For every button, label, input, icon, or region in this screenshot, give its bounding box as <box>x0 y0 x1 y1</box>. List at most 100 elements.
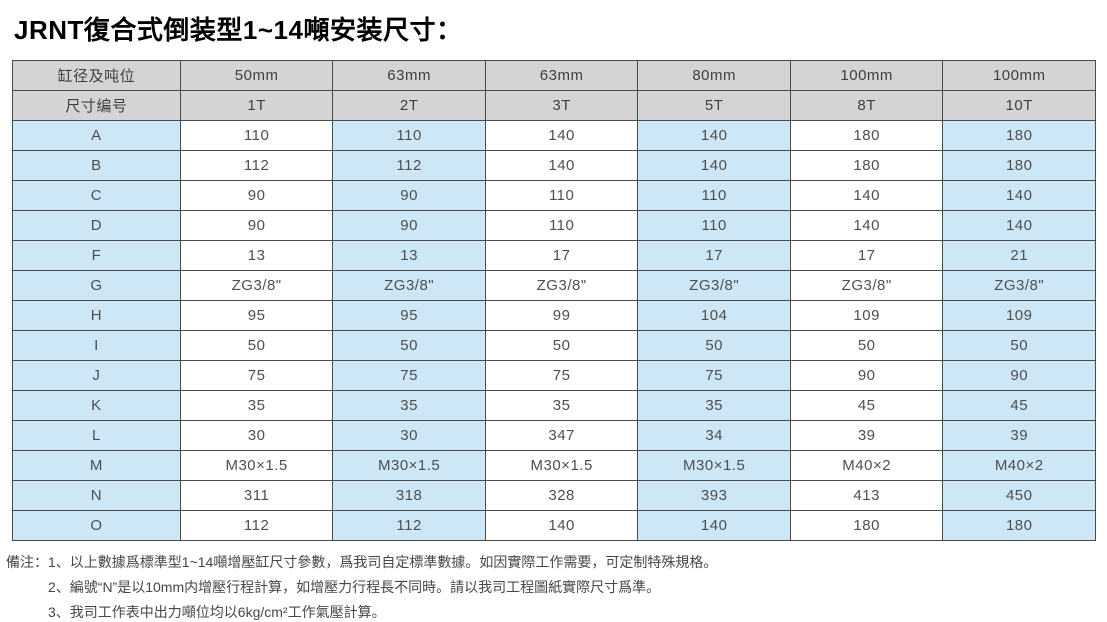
value-cell: 50 <box>789 330 944 361</box>
value-cell: ZG3/8" <box>637 270 791 301</box>
value-cell: ZG3/8" <box>332 270 486 301</box>
value-cell: M40×2 <box>942 450 1096 481</box>
value-cell: 90 <box>179 180 334 211</box>
header-row: 尺寸编号 1T 2T 3T 5T 8T 10T <box>12 90 1096 121</box>
value-cell: 34 <box>637 420 791 451</box>
row-label: F <box>12 240 181 271</box>
row-label: K <box>12 390 181 421</box>
value-cell: 21 <box>942 240 1096 271</box>
value-cell: 140 <box>484 150 639 181</box>
value-cell: 45 <box>789 390 944 421</box>
value-cell: 140 <box>484 510 639 541</box>
value-cell: 140 <box>942 180 1096 211</box>
value-cell: 140 <box>637 510 791 541</box>
value-cell: 112 <box>332 510 486 541</box>
value-cell: 180 <box>942 150 1096 181</box>
value-cell: ZG3/8" <box>789 270 944 301</box>
value-cell: M30×1.5 <box>179 450 334 481</box>
value-cell: 50 <box>179 330 334 361</box>
remark-item: 2、編號“N”是以10mm内增壓行程計算，如增壓力行程長不同時。請以我司工程圖紙… <box>48 579 661 595</box>
value-cell: 109 <box>942 300 1096 331</box>
value-cell: 180 <box>789 120 944 151</box>
row-label: O <box>12 510 181 541</box>
value-cell: M30×1.5 <box>484 450 639 481</box>
value-cell: 450 <box>942 480 1096 511</box>
value-cell: 112 <box>179 150 334 181</box>
value-cell: 50 <box>637 330 791 361</box>
table-row: O 112 112 140 140 180 180 <box>12 510 1096 541</box>
header-row: 缸径及吨位 50mm 63mm 63mm 80mm 100mm 100mm <box>12 60 1096 91</box>
dimension-table: 缸径及吨位 50mm 63mm 63mm 80mm 100mm 100mm 尺寸编号 1T 2T 3… <box>12 60 1096 541</box>
value-cell: 30 <box>332 420 486 451</box>
value-cell: 17 <box>484 240 639 271</box>
value-cell: 110 <box>484 180 639 211</box>
value-cell: 50 <box>332 330 486 361</box>
value-cell: 35 <box>179 390 334 421</box>
value-cell: 180 <box>789 510 944 541</box>
header-cell: 5T <box>637 90 791 121</box>
value-cell: 45 <box>942 390 1096 421</box>
header-cell: 63mm <box>484 60 639 91</box>
value-cell: 90 <box>332 180 486 211</box>
value-cell: 311 <box>179 480 334 511</box>
row-label: A <box>12 120 181 151</box>
value-cell: 50 <box>484 330 639 361</box>
header-cell: 50mm <box>179 60 334 91</box>
value-cell: 95 <box>332 300 486 331</box>
table-row: G ZG3/8" ZG3/8" ZG3/8" ZG3/8" ZG3/8" ZG3/8" <box>12 270 1096 301</box>
value-cell: 140 <box>637 150 791 181</box>
table-row: C 90 90 110 110 140 140 <box>12 180 1096 211</box>
value-cell: 35 <box>637 390 791 421</box>
value-cell: 30 <box>179 420 334 451</box>
value-cell: 318 <box>332 480 486 511</box>
page-title: JRNT復合式倒装型1~14噸安装尺寸： <box>14 15 463 45</box>
value-cell: 35 <box>332 390 486 421</box>
value-cell: 393 <box>637 480 791 511</box>
value-cell: 140 <box>789 180 944 211</box>
value-cell: ZG3/8" <box>179 270 334 301</box>
remarks-section: 備注： 1、以上數據爲標準型1~14噸增壓缸尺寸參數，爲我司自定標準數據。如因實… <box>6 550 1107 622</box>
value-cell: 50 <box>942 330 1096 361</box>
header-cell: 80mm <box>637 60 791 91</box>
table-row: I 50 50 50 50 50 50 <box>12 330 1096 361</box>
value-cell: 104 <box>637 300 791 331</box>
header-cell: 缸径及吨位 <box>12 60 181 91</box>
value-cell: 35 <box>484 390 639 421</box>
value-cell: 110 <box>332 120 486 151</box>
value-cell: 90 <box>179 210 334 241</box>
header-cell: 3T <box>484 90 639 121</box>
value-cell: ZG3/8" <box>942 270 1096 301</box>
value-cell: 140 <box>942 210 1096 241</box>
value-cell: 140 <box>637 120 791 151</box>
table-row: F 13 13 17 17 17 21 <box>12 240 1096 271</box>
value-cell: 112 <box>179 510 334 541</box>
value-cell: 109 <box>789 300 944 331</box>
value-cell: 90 <box>942 360 1096 391</box>
row-label: H <box>12 300 181 331</box>
row-label: N <box>12 480 181 511</box>
table-row: M M30×1.5 M30×1.5 M30×1.5 M30×1.5 M40×2 M40×2 <box>12 450 1096 481</box>
table-header: 缸径及吨位 50mm 63mm 63mm 80mm 100mm 100mm 尺寸编号 1T 2T 3… <box>12 60 1096 121</box>
table-row: L 30 30 347 34 39 39 <box>12 420 1096 451</box>
value-cell: 180 <box>789 150 944 181</box>
header-cell: 100mm <box>942 60 1096 91</box>
remark-item: 3、我司工作表中出力噸位均以6kg/cm²工作氣壓計算。 <box>48 604 386 620</box>
value-cell: 180 <box>942 510 1096 541</box>
value-cell: M40×2 <box>789 450 944 481</box>
row-label: I <box>12 330 181 361</box>
table-row: J 75 75 75 75 90 90 <box>12 360 1096 391</box>
value-cell: 110 <box>179 120 334 151</box>
value-cell: 75 <box>484 360 639 391</box>
header-cell: 1T <box>179 90 334 121</box>
row-label: B <box>12 150 181 181</box>
table-row: N 311 318 328 393 413 450 <box>12 480 1096 511</box>
value-cell: 13 <box>179 240 334 271</box>
header-cell: 100mm <box>789 60 944 91</box>
table-body: A 110 110 140 140 180 180 B 112 112 140 140 180 180 C 9… <box>12 120 1096 541</box>
value-cell: 140 <box>484 120 639 151</box>
value-cell: 17 <box>789 240 944 271</box>
remarks-lines: 1、以上數據爲標準型1~14噸增壓缸尺寸參數，爲我司自定標準數據。如因實際工作需… <box>48 550 1107 622</box>
value-cell: 112 <box>332 150 486 181</box>
value-cell: M30×1.5 <box>637 450 791 481</box>
